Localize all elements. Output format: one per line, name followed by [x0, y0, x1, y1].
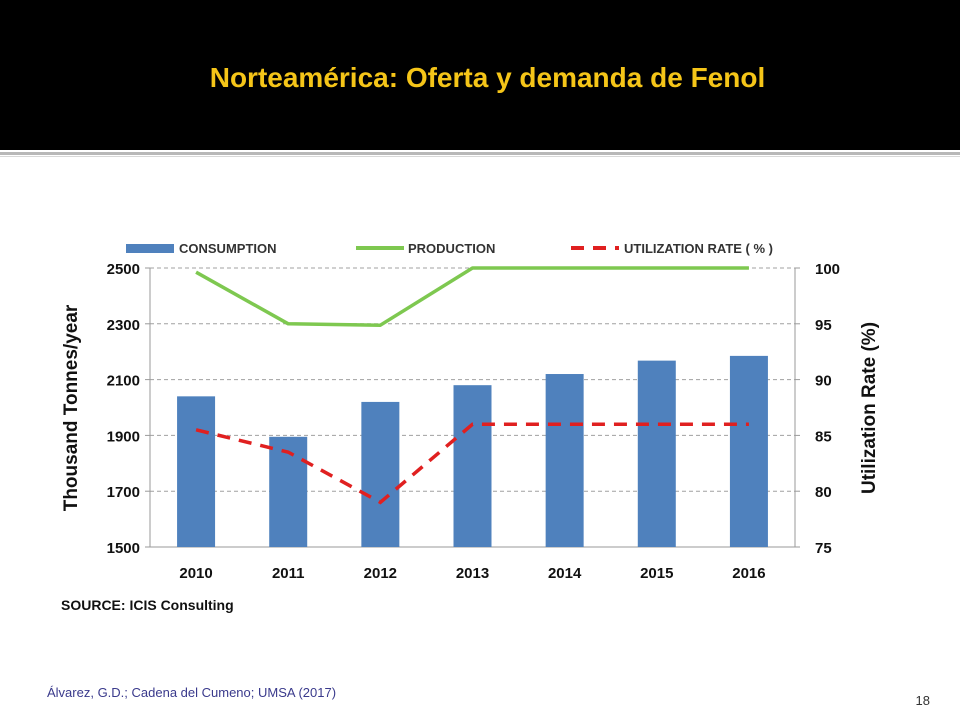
- page-number: 18: [915, 693, 930, 708]
- x-tick-label: 2012: [364, 565, 397, 582]
- y-tick-label: 1700: [107, 484, 140, 501]
- consumption-bar: [637, 360, 676, 547]
- y-tick-label: 2300: [107, 317, 140, 334]
- production-line: [195, 266, 749, 327]
- consumption-bar: [545, 374, 584, 547]
- legend-label-consumption: CONSUMPTION: [179, 241, 277, 256]
- y2-tick-label: 90: [815, 373, 832, 390]
- consumption-bar: [177, 396, 216, 547]
- y2-tick-label: 80: [815, 484, 832, 501]
- y2-tick-label: 75: [815, 540, 832, 557]
- y-tick-label: 2100: [107, 373, 140, 390]
- x-tick-label: 2014: [548, 565, 582, 582]
- slide-title: Norteamérica: Oferta y demanda de Fenol: [209, 62, 766, 93]
- y2-tick-label: 85: [815, 428, 832, 445]
- header-rule-thin: [0, 156, 960, 157]
- legend-label-utilization: UTILIZATION RATE ( % ): [624, 241, 773, 256]
- x-tick-label: 2015: [640, 565, 673, 582]
- consumption-bar: [269, 436, 308, 547]
- y-tick-label: 2500: [107, 261, 140, 278]
- x-tick-label: 2013: [456, 565, 489, 582]
- consumption-bar: [729, 355, 768, 547]
- consumption-bar: [453, 385, 492, 547]
- header-rule: [0, 152, 960, 155]
- citation: Álvarez, G.D.; Cadena del Cumeno; UMSA (…: [47, 685, 337, 700]
- x-tick-label: 2010: [179, 565, 212, 582]
- y2-axis-title: Utilization Rate (%): [859, 322, 880, 494]
- y-axis-title: Thousand Tonnes/year: [61, 304, 82, 511]
- x-tick-label: 2011: [272, 565, 305, 582]
- y-tick-label: 1900: [107, 428, 140, 445]
- y-tick-label: 1500: [107, 540, 140, 557]
- utilization-line: [195, 422, 749, 505]
- slide-header: Norteamérica: Oferta y demanda de Fenol: [0, 0, 960, 150]
- legend-swatch-consumption: [126, 244, 174, 253]
- consumption-bar: [361, 401, 400, 547]
- legend-label-production: PRODUCTION: [408, 241, 495, 256]
- y2-tick-label: 95: [815, 317, 832, 334]
- x-tick-label: 2016: [732, 565, 765, 582]
- y2-tick-label: 100: [815, 261, 840, 278]
- chart-source: SOURCE: ICIS Consulting: [61, 597, 234, 613]
